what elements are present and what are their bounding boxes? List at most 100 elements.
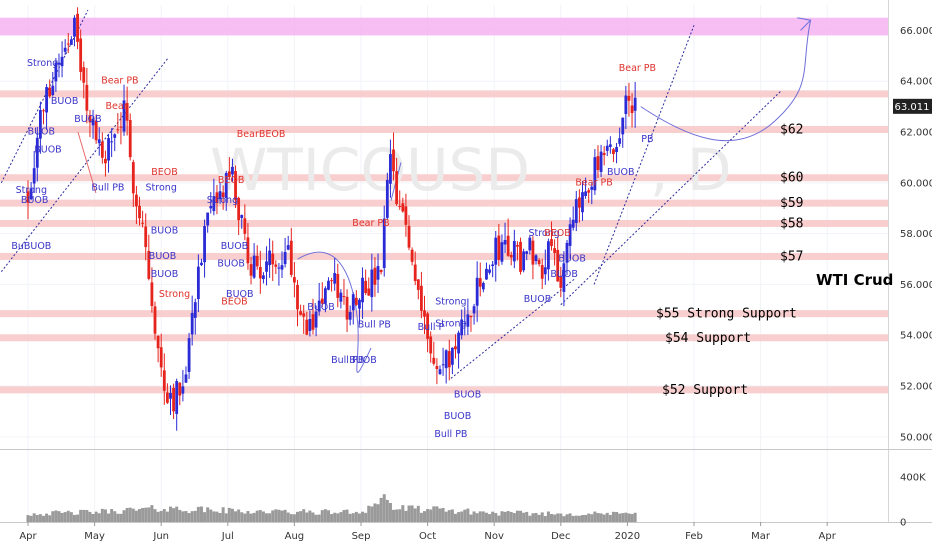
candle — [608, 136, 612, 154]
volume-bar — [543, 516, 547, 522]
candle — [382, 205, 386, 277]
volume-bar — [63, 512, 67, 522]
signal-label: Bear PB — [575, 177, 612, 188]
candle-body — [42, 110, 45, 112]
candle — [503, 222, 507, 254]
candle-body — [48, 87, 52, 97]
candle-body — [54, 62, 58, 82]
candle — [66, 33, 70, 53]
candle-body — [60, 56, 64, 67]
volume-bar — [373, 503, 377, 522]
candle-body — [271, 253, 275, 265]
candle-body — [481, 282, 485, 290]
candle-body — [550, 239, 553, 247]
volume-bar — [317, 514, 321, 522]
candle — [444, 349, 448, 384]
candle — [568, 217, 572, 259]
sr-labels: $62 $60 $59 $58 $57 $55 Strong Support $54 Sup… — [656, 122, 803, 397]
volume-bar — [212, 511, 216, 522]
signal-label: BUOB — [607, 167, 634, 178]
candle — [463, 307, 467, 336]
volume-bar — [596, 513, 600, 522]
time-tick-label: Jun — [152, 531, 169, 542]
candle-body — [327, 280, 330, 290]
candle — [57, 53, 61, 78]
candle — [35, 127, 39, 182]
volume-bar — [265, 513, 269, 522]
candle — [162, 353, 166, 405]
candle-body — [382, 218, 386, 268]
volume-bar — [435, 506, 439, 522]
candle-body — [209, 206, 213, 209]
candle — [131, 159, 135, 207]
signal-label: BEOB — [544, 228, 571, 239]
volume-bar — [392, 509, 396, 522]
candle-body — [385, 179, 389, 218]
volume-bar — [432, 506, 436, 522]
volume-bar — [277, 509, 281, 522]
volume-bar — [419, 512, 423, 522]
candle — [345, 289, 349, 333]
candle — [268, 238, 272, 278]
candle-body — [367, 288, 371, 296]
candle — [141, 210, 145, 228]
candle — [435, 358, 439, 385]
signal-label: PB — [641, 134, 653, 145]
candle — [351, 292, 355, 325]
candle — [516, 241, 519, 261]
volume-bar — [525, 511, 529, 522]
candle — [432, 341, 436, 366]
candle-body — [110, 141, 114, 143]
volume-bar — [35, 515, 39, 522]
signal-label: BEOB — [218, 175, 245, 186]
sr-level-label: $54 Support — [665, 331, 751, 346]
candle — [581, 180, 584, 221]
volume-bar — [131, 508, 135, 522]
candle-body — [615, 147, 618, 153]
candle — [240, 214, 244, 229]
candle-body — [457, 332, 460, 354]
candle-body — [144, 226, 148, 248]
candle-body — [522, 251, 526, 271]
candle — [156, 335, 160, 363]
candle — [491, 260, 495, 278]
volume-bar — [330, 514, 334, 522]
trendline — [0, 58, 169, 273]
volume-bar — [79, 509, 83, 522]
candle — [488, 264, 491, 275]
volume-bar — [91, 514, 95, 522]
volume-bar — [258, 510, 262, 522]
candle-body — [444, 350, 448, 369]
volume-bar — [624, 512, 628, 522]
candle — [323, 286, 327, 313]
pullback-arrow — [77, 131, 97, 194]
volume-bar — [450, 509, 454, 522]
volume-bar — [333, 512, 337, 522]
volume-bar — [240, 512, 244, 522]
candle — [506, 218, 510, 257]
volume-bar — [565, 514, 569, 522]
volume-bar — [534, 512, 538, 522]
candle-body — [286, 245, 290, 250]
candle — [525, 250, 529, 261]
candle — [327, 277, 330, 291]
candle — [85, 68, 89, 124]
candle — [389, 139, 392, 198]
sr-level-label: $60 — [780, 171, 803, 186]
candle — [627, 82, 631, 117]
sr-band — [0, 310, 888, 318]
volume-bar — [218, 513, 222, 522]
volume-bar — [627, 513, 631, 522]
signal-label: BUOB — [149, 251, 176, 262]
candle-body — [379, 269, 383, 273]
trendline — [560, 91, 781, 306]
candle — [407, 215, 411, 251]
candle-body — [212, 196, 216, 212]
candle-body — [29, 188, 33, 200]
candle-body — [435, 366, 439, 369]
candle — [200, 258, 203, 267]
volume-bar — [608, 514, 612, 522]
candle-body — [57, 62, 61, 65]
volume-bar — [410, 505, 414, 522]
